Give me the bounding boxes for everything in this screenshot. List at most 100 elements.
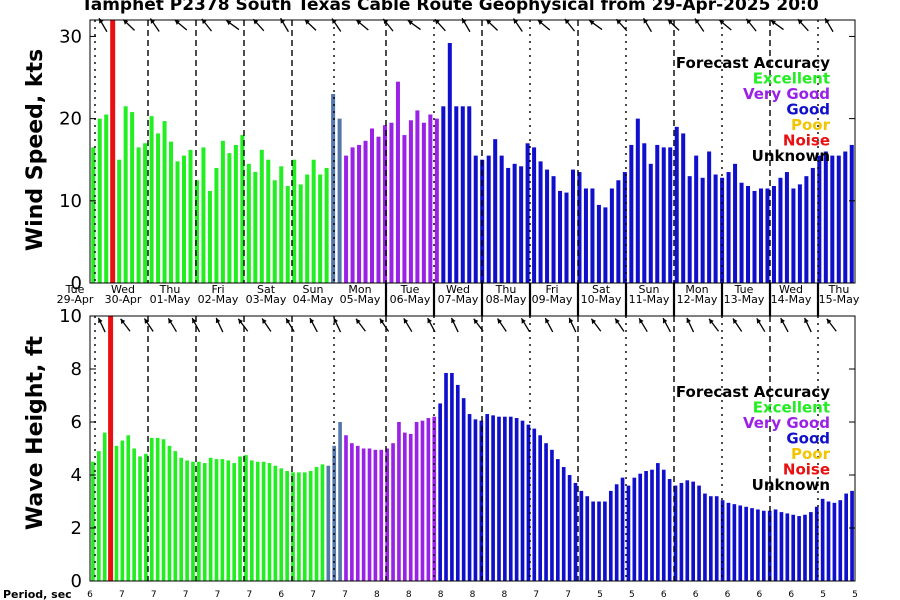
day-name: Sun [303,283,324,296]
bar [162,121,167,283]
period-value: 8 [406,590,412,600]
direction-arrow [450,317,459,333]
bar [635,118,640,284]
bar [421,122,426,283]
bar [620,477,625,581]
bar [305,174,310,283]
direction-arrow [803,317,812,333]
plot-frame [89,315,856,582]
bar [687,176,692,283]
direction-arrow-head [804,317,809,324]
bar [460,106,465,283]
legend-entry: Good [786,430,830,448]
bar [259,149,264,283]
direction-arrow-shaft [803,317,812,333]
day-name: Fri [211,283,224,296]
bar [207,190,212,283]
bar [130,112,135,283]
direction-arrow-shaft [143,318,154,332]
direction-arrow [382,18,394,32]
bar [426,418,431,581]
bar [232,463,236,581]
bar [238,456,242,581]
bar [503,416,507,581]
direction-arrow-head [332,18,337,24]
day-name: Tue [734,283,754,296]
bar [350,147,355,283]
direction-arrow [331,18,342,32]
bar [817,155,822,283]
bar [752,190,757,283]
bar [102,432,107,581]
direction-arrow [485,19,498,31]
direction-arrow [667,19,680,31]
direction-arrow-head [356,20,362,25]
bar [573,482,578,581]
bar [512,163,517,283]
bar [454,106,459,283]
bar [428,114,433,284]
period-value: 5 [852,590,858,600]
direction-arrow-head [564,18,570,25]
bar [379,449,384,581]
bar [603,501,607,581]
legend-title: Forecast Accuracy [676,54,830,72]
day-date: 07-May [438,293,479,306]
day-name: Sat [592,283,611,296]
direction-arrow-shaft [120,318,131,332]
direction-arrow-head [238,318,243,325]
bar [461,398,466,581]
direction-arrow-head [355,318,361,325]
direction-arrow-shaft [333,317,342,333]
direction-arrow [638,317,648,333]
bar [367,448,372,581]
bar [467,106,472,283]
bar [791,514,796,581]
legend-entry: Good [786,101,830,119]
direction-arrow-shaft [97,317,106,333]
bar [155,437,160,581]
bar [408,120,413,284]
direction-arrow [97,317,106,333]
y-tick-label: 20 [59,109,82,130]
bar [508,416,513,581]
bar [674,126,679,283]
bar [738,505,743,581]
bar [694,155,699,283]
direction-arrow-head [709,318,714,325]
bar [120,440,125,581]
direction-arrow [191,317,201,333]
direction-arrow [407,19,421,31]
bar [691,481,695,582]
direction-arrow-head [825,18,830,24]
bar [506,167,511,283]
bar [667,478,672,581]
direction-arrow-head [304,19,310,25]
bar [344,435,348,581]
direction-arrow-head [639,318,644,324]
direction-arrow-head [451,317,456,324]
bar [161,439,166,581]
direction-arrow [149,18,160,32]
bar [850,490,854,581]
bar [558,190,563,283]
direction-arrow [732,318,743,332]
bar [191,461,195,581]
bar [616,180,621,283]
bar [467,414,472,581]
day-date: 13-May [724,293,765,306]
period-value: 8 [470,590,476,600]
bar [814,506,819,581]
day-date: 05-May [340,293,381,306]
day-date: 01-May [150,293,191,306]
y-tick-label: 10 [59,306,82,327]
bar [201,147,206,283]
bar [450,372,454,581]
bar [714,496,719,581]
bar [733,163,738,283]
bar [414,422,419,581]
bar [650,469,654,581]
bar [778,177,783,283]
period-value: 7 [533,590,539,600]
